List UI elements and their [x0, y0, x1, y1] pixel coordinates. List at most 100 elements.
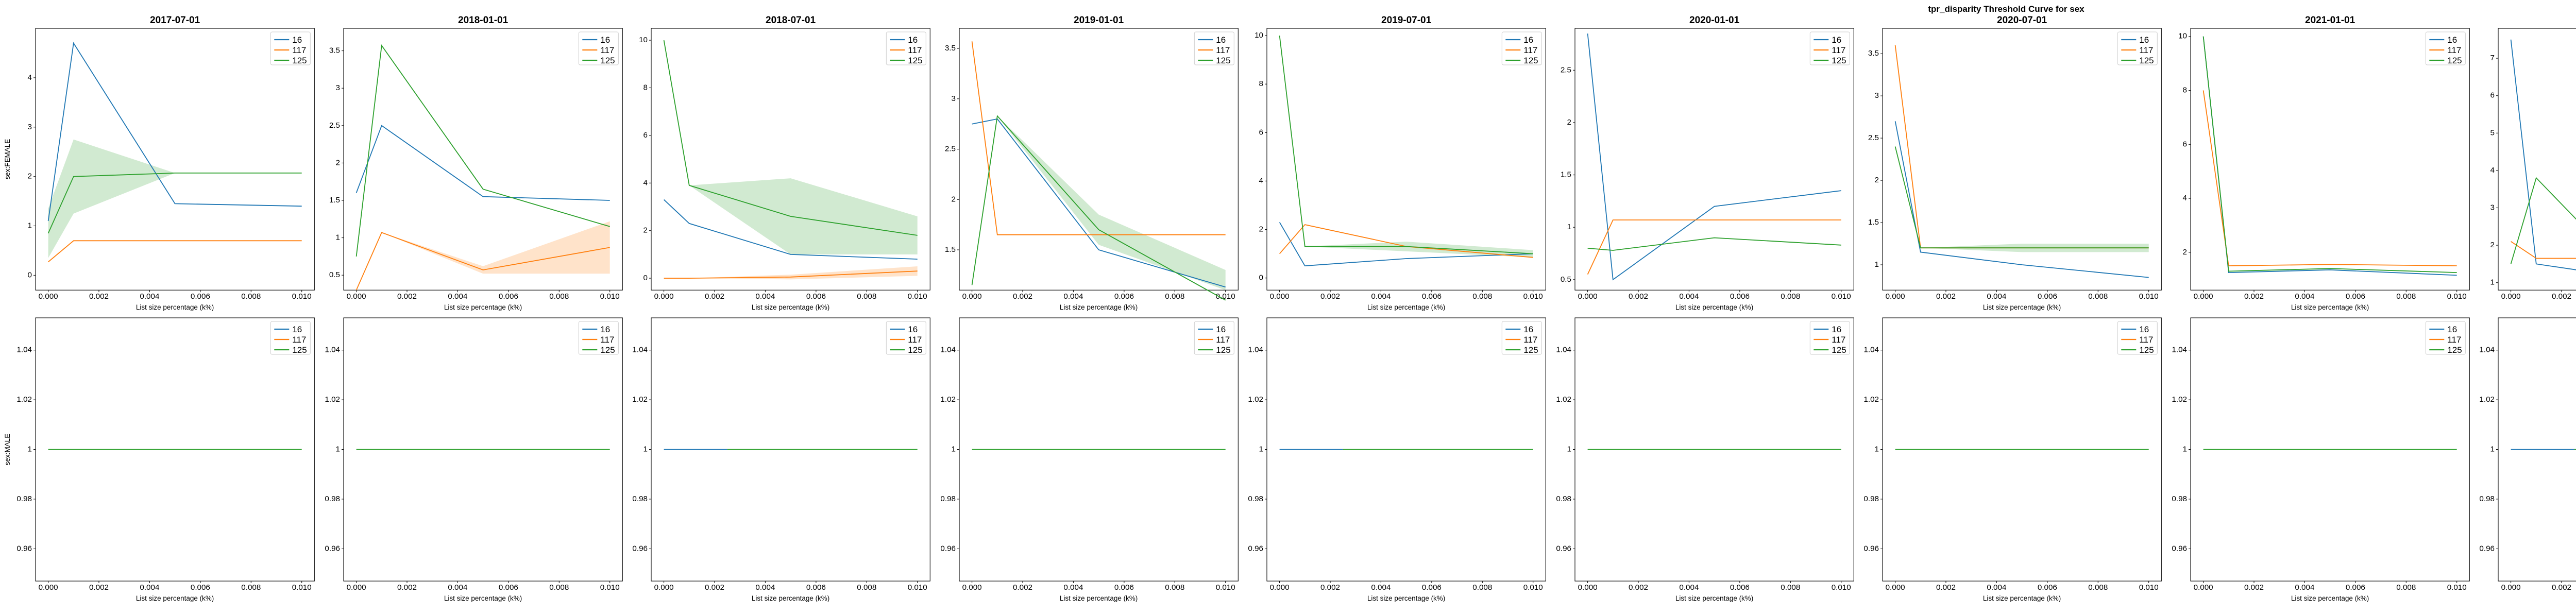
svg-text:0.000: 0.000: [346, 583, 366, 592]
svg-text:0.000: 0.000: [1578, 583, 1597, 592]
svg-text:1: 1: [2490, 445, 2495, 453]
svg-text:0.002: 0.002: [1629, 583, 1648, 592]
svg-text:1.02: 1.02: [1864, 395, 1879, 404]
svg-text:0.000: 0.000: [2501, 583, 2521, 592]
svg-text:16: 16: [1832, 35, 1841, 45]
svg-text:List size percentage (k%): List size percentage (k%): [444, 594, 522, 602]
svg-text:1.04: 1.04: [940, 345, 956, 354]
svg-text:16: 16: [908, 325, 918, 334]
svg-text:117: 117: [2139, 335, 2153, 345]
svg-text:0.006: 0.006: [2346, 583, 2365, 592]
svg-text:0.98: 0.98: [633, 495, 648, 503]
svg-text:16: 16: [2447, 35, 2457, 45]
svg-text:1.04: 1.04: [2480, 345, 2495, 354]
svg-text:0.002: 0.002: [1013, 292, 1032, 301]
svg-text:1.02: 1.02: [17, 395, 32, 404]
svg-text:0.004: 0.004: [2295, 583, 2314, 592]
svg-text:1: 1: [1259, 445, 1263, 453]
svg-text:1.02: 1.02: [1248, 395, 1264, 404]
svg-text:1.02: 1.02: [325, 395, 340, 404]
svg-text:1: 1: [643, 445, 648, 453]
svg-text:117: 117: [2447, 335, 2461, 345]
svg-text:117: 117: [292, 335, 306, 345]
svg-text:0.010: 0.010: [292, 292, 312, 301]
svg-text:1: 1: [951, 445, 955, 453]
svg-text:List size percentage (k%): List size percentage (k%): [1367, 594, 1445, 602]
svg-text:0.000: 0.000: [39, 292, 58, 301]
svg-text:4: 4: [1259, 176, 1263, 185]
svg-text:125: 125: [1832, 56, 1846, 65]
svg-text:0.000: 0.000: [2501, 292, 2521, 301]
svg-text:0.98: 0.98: [1864, 495, 1879, 503]
svg-text:0.96: 0.96: [1556, 544, 1571, 553]
svg-text:1.04: 1.04: [633, 345, 648, 354]
svg-text:0.000: 0.000: [1270, 583, 1290, 592]
svg-text:List size percentage (k%): List size percentage (k%): [136, 303, 214, 311]
svg-text:16: 16: [1832, 325, 1841, 334]
svg-text:List size percentage (k%): List size percentage (k%): [1367, 303, 1445, 311]
svg-text:0.002: 0.002: [397, 292, 417, 301]
svg-text:0.96: 0.96: [325, 544, 340, 553]
svg-text:0.006: 0.006: [1730, 583, 1750, 592]
svg-text:0.004: 0.004: [1371, 292, 1391, 301]
svg-text:117: 117: [908, 45, 922, 55]
svg-text:0.98: 0.98: [325, 495, 340, 503]
svg-text:117: 117: [600, 335, 614, 345]
svg-text:125: 125: [292, 56, 307, 65]
svg-text:0.010: 0.010: [600, 292, 619, 301]
svg-text:0.002: 0.002: [2552, 292, 2571, 301]
svg-text:0.98: 0.98: [2480, 495, 2495, 503]
svg-text:6: 6: [1259, 128, 1263, 137]
svg-text:2018-07-01: 2018-07-01: [766, 15, 816, 26]
svg-text:2.5: 2.5: [1868, 133, 1879, 142]
svg-text:2: 2: [1259, 225, 1263, 234]
svg-text:2.5: 2.5: [1561, 65, 1571, 74]
svg-text:10: 10: [1255, 31, 1263, 40]
svg-text:1.04: 1.04: [1556, 345, 1571, 354]
svg-text:0.010: 0.010: [1831, 583, 1851, 592]
svg-text:0.96: 0.96: [1248, 544, 1264, 553]
svg-text:sex:MALE: sex:MALE: [4, 433, 11, 465]
svg-text:125: 125: [2447, 345, 2462, 355]
svg-text:List size percentage (k%): List size percentage (k%): [2291, 594, 2369, 602]
svg-text:List size percentage (k%): List size percentage (k%): [752, 594, 829, 602]
svg-text:List size percentage (k%): List size percentage (k%): [136, 594, 214, 602]
svg-text:0.004: 0.004: [1063, 292, 1083, 301]
svg-text:0.008: 0.008: [857, 583, 876, 592]
svg-text:1.5: 1.5: [1868, 218, 1879, 227]
svg-text:0.010: 0.010: [1831, 292, 1851, 301]
svg-text:16: 16: [1523, 325, 1533, 334]
svg-text:125: 125: [600, 56, 615, 65]
svg-text:125: 125: [908, 56, 922, 65]
svg-text:2: 2: [2182, 248, 2187, 257]
svg-text:3: 3: [28, 123, 32, 131]
svg-text:List size percentage (k%): List size percentage (k%): [1060, 303, 1138, 311]
svg-text:117: 117: [1216, 45, 1230, 55]
svg-text:0.006: 0.006: [2038, 583, 2057, 592]
svg-text:0.006: 0.006: [806, 583, 826, 592]
svg-text:117: 117: [2139, 45, 2153, 55]
svg-text:0.002: 0.002: [2244, 583, 2264, 592]
svg-text:0.002: 0.002: [1320, 292, 1340, 301]
svg-text:1.02: 1.02: [2172, 395, 2187, 404]
svg-text:16: 16: [600, 35, 610, 45]
svg-text:0.96: 0.96: [1864, 544, 1879, 553]
svg-text:0.006: 0.006: [806, 292, 826, 301]
svg-text:0.000: 0.000: [654, 583, 674, 592]
svg-text:0.000: 0.000: [962, 583, 981, 592]
svg-text:0.000: 0.000: [2193, 292, 2213, 301]
svg-text:0: 0: [1259, 274, 1263, 282]
svg-text:8: 8: [1259, 79, 1263, 88]
svg-text:0.008: 0.008: [241, 583, 261, 592]
svg-text:8: 8: [643, 83, 648, 92]
svg-text:2020-01-01: 2020-01-01: [1689, 15, 1740, 26]
svg-text:2019-01-01: 2019-01-01: [1074, 15, 1124, 26]
svg-text:0.004: 0.004: [756, 583, 775, 592]
svg-text:0.008: 0.008: [549, 292, 569, 301]
svg-text:16: 16: [2447, 325, 2457, 334]
svg-text:0.000: 0.000: [962, 292, 981, 301]
svg-text:6: 6: [2490, 91, 2495, 100]
svg-text:0.010: 0.010: [1523, 292, 1543, 301]
svg-text:0.002: 0.002: [1320, 583, 1340, 592]
svg-text:0.010: 0.010: [1215, 583, 1235, 592]
